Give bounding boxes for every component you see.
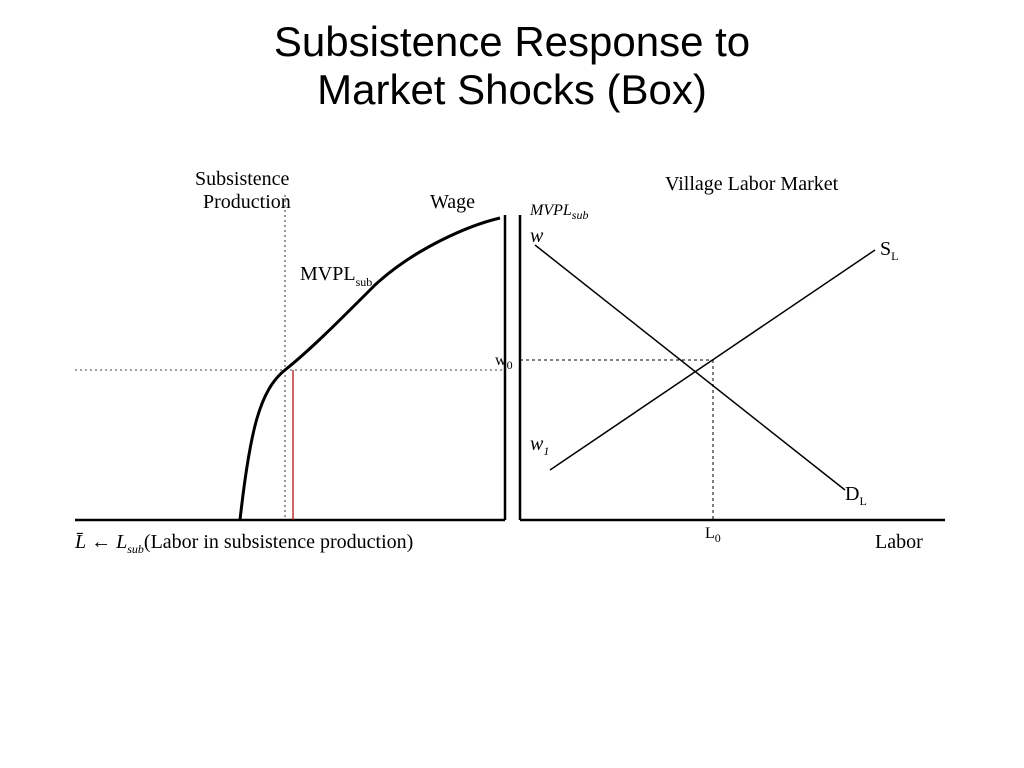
mvpl-sub-label: MVPLsub [529, 202, 588, 222]
page-title: Subsistence Response to Market Shocks (B… [0, 0, 1024, 115]
diagram-container: Subsistence Production Wage MVPLsub L̄ ←… [75, 170, 945, 590]
supply-label: SL [880, 238, 898, 263]
wage-label: Wage [430, 191, 475, 213]
L0-label: L0 [705, 525, 721, 545]
w1-label: w1 [530, 433, 549, 458]
left-x-label: L̄ ← Lsub(Labor in subsistence productio… [74, 531, 413, 556]
demand-line [535, 245, 845, 490]
mvpl-curve [240, 218, 500, 520]
left-title-1: Subsistence [195, 168, 290, 190]
mvpl-label: MVPLsub [300, 263, 372, 289]
right-x-label: Labor [875, 531, 923, 553]
left-title-2: Production [203, 191, 291, 213]
w-label: w [530, 225, 544, 247]
economics-diagram: Subsistence Production Wage MVPLsub L̄ ←… [75, 170, 945, 590]
title-line-2: Market Shocks (Box) [317, 66, 707, 113]
title-line-1: Subsistence Response to [274, 18, 750, 65]
demand-label: DL [845, 483, 867, 508]
right-title: Village Labor Market [665, 173, 839, 195]
